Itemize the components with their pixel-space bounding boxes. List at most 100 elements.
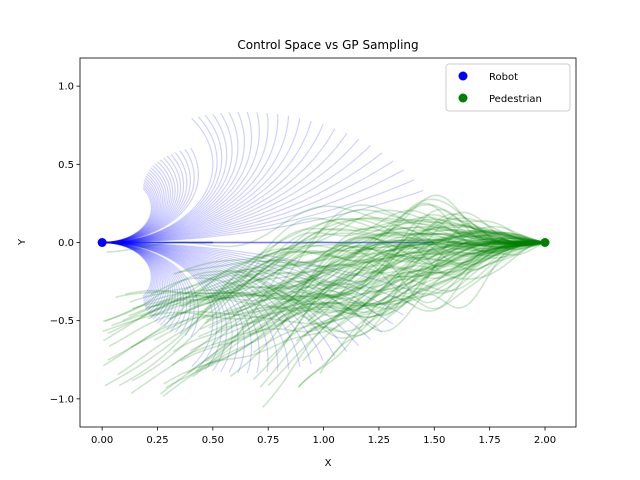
robot-control-arc	[102, 241, 158, 306]
pedestrian-gp-sample	[199, 241, 546, 331]
robot-control-arc	[102, 241, 336, 357]
legend-pedestrian-marker	[458, 93, 468, 103]
robot-control-arc	[102, 241, 154, 300]
legend-robot-label: Robot	[489, 72, 518, 83]
pedestrian-gp-sample	[167, 209, 546, 320]
pedestrian-gp-sample	[118, 231, 546, 387]
robot-control-arc	[102, 241, 174, 324]
robot-control-arc	[102, 241, 415, 306]
x-tick-label: 0.50	[202, 435, 224, 446]
pedestrian-gp-sample	[295, 241, 546, 342]
pedestrian-gp-sample	[125, 241, 546, 299]
robot-control-arc	[102, 171, 164, 244]
pedestrian-gp-sample	[300, 241, 546, 311]
robot-control-arc	[102, 161, 174, 244]
pedestrian-gp-sample	[178, 232, 546, 273]
pedestrian-gp-sample	[153, 217, 546, 341]
robot-control-arc	[102, 241, 191, 335]
pedestrian-gp-sample	[165, 240, 546, 389]
robot-control-arc	[102, 179, 415, 244]
robot-control-arc	[102, 241, 371, 340]
pedestrian-gp-sample	[269, 232, 546, 310]
legend-box	[445, 63, 571, 112]
legend-pedestrian-label: Pedestrian	[489, 94, 542, 105]
robot-control-arc	[102, 177, 159, 244]
robot-control-arc	[102, 150, 191, 244]
robot-control-arc	[102, 183, 155, 244]
pedestrian-gp-sample	[280, 236, 546, 323]
pedestrian-gp-sample	[147, 241, 546, 320]
pedestrian-gp-sample	[194, 239, 546, 318]
robot-control-arc	[102, 165, 169, 244]
robot-control-arc	[102, 145, 371, 244]
x-axis-label: X	[325, 458, 332, 469]
pedestrian-gp-sample	[252, 241, 546, 354]
robot-control-arc	[102, 241, 383, 333]
pedestrian-gp-sample	[207, 240, 546, 368]
robot-control-arc	[102, 112, 260, 244]
robot-control-arc	[102, 241, 172, 322]
robot-control-arc	[102, 241, 260, 373]
pedestrian-gp-sample	[201, 236, 546, 319]
pedestrian-gp-sample	[102, 218, 546, 323]
robot-control-arc	[102, 241, 239, 373]
pedestrian-gp-sample	[102, 241, 546, 333]
pedestrian-gp-sample	[214, 231, 546, 334]
pedestrian-gp-sample	[162, 237, 546, 397]
pedestrian-gp-sample	[260, 235, 546, 264]
pedestrian-gp-sample	[199, 217, 546, 277]
pedestrian-gp-sample	[251, 240, 546, 316]
robot-control-arc	[102, 179, 158, 244]
pedestrian-gp-sample	[192, 241, 546, 378]
robot-control-arc	[102, 112, 239, 244]
pedestrian-gp-sample	[208, 241, 546, 333]
pedestrian-gp-sample	[107, 217, 546, 335]
y-tick-label: 0.5	[58, 160, 74, 171]
robot-control-arc	[102, 124, 324, 244]
pedestrian-gp-sample	[180, 241, 546, 308]
pedestrian-gp-sample	[248, 236, 546, 336]
x-tick-label: 2.00	[534, 435, 556, 446]
robot-control-arc	[102, 185, 154, 244]
pedestrian-gp-sample	[104, 227, 546, 323]
pedestrian-gp-sample	[211, 198, 546, 346]
pedestrian-gp-sample	[306, 230, 546, 319]
x-tick-label: 1.25	[368, 435, 390, 446]
robot-control-arc	[102, 241, 324, 361]
robot-control-arc	[102, 147, 200, 244]
robot-control-arc	[102, 112, 269, 244]
pedestrian-gp-sample	[117, 218, 546, 376]
robot-control-arc	[102, 157, 179, 244]
pedestrian-gp-sample	[206, 241, 546, 321]
robot-control-arc	[102, 241, 185, 332]
robot-control-arc	[102, 149, 195, 244]
robot-control-arc	[102, 169, 405, 244]
pedestrian-gp-sample	[180, 241, 546, 362]
pedestrian-gp-sample	[173, 216, 546, 275]
robot-control-arc	[102, 241, 394, 325]
pedestrian-gp-sample	[159, 240, 546, 395]
robot-control-arc	[102, 241, 160, 310]
pedestrian-gp-sample	[297, 241, 546, 389]
robot-control-arc	[102, 241, 176, 326]
robot-control-arc	[102, 241, 165, 316]
robot-control-arc	[102, 111, 253, 244]
pedestrian-gp-sample	[194, 241, 546, 317]
robot-control-arc	[102, 167, 167, 244]
robot-control-arc	[102, 241, 233, 373]
pedestrian-gp-sample	[322, 233, 546, 304]
robot-control-arc	[102, 115, 290, 244]
pedestrian-gp-sample	[129, 241, 546, 303]
robot-control-arc	[102, 181, 156, 244]
robot-control-arc	[102, 133, 348, 244]
pedestrian-gp-sample	[230, 231, 546, 378]
pedestrian-gp-sample	[107, 231, 546, 361]
pedestrian-gp-sample	[315, 241, 546, 317]
robot-control-arc	[102, 241, 405, 316]
robot-control-arc	[102, 111, 245, 244]
plot-area: 0.00 0.25 0.50 0.75 1.00 1.25 1.50 1.75 2.00 −1.0…	[50, 57, 577, 446]
pedestrian-gp-sample	[306, 211, 546, 323]
robot-control-arc	[102, 152, 188, 244]
robot-control-arc	[102, 190, 424, 244]
pedestrian-gp-sample	[224, 241, 546, 340]
